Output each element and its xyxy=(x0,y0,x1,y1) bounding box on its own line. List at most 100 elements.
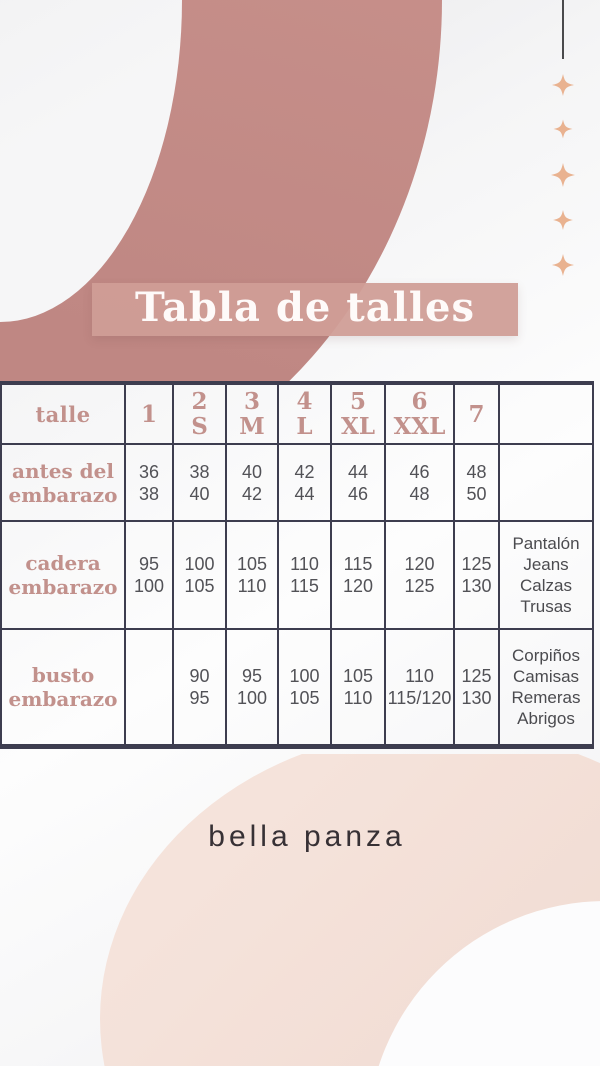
cell-line: Trusas xyxy=(520,597,572,616)
size-value-cell: 40 42 xyxy=(225,443,279,522)
size-number: 7 xyxy=(468,400,485,428)
size-value-cell: 38 40 xyxy=(172,443,227,522)
cell-line: 42 xyxy=(241,483,263,504)
cell-line: 40 xyxy=(241,461,263,482)
page-title: Tabla de talles xyxy=(135,283,475,331)
size-value-cell: 95 100 xyxy=(124,520,174,630)
row-label: cadera embarazo xyxy=(0,520,126,630)
cell-line: 115 xyxy=(343,554,373,574)
cell-line: 100 xyxy=(236,687,268,708)
size-number: 2 xyxy=(191,388,208,415)
row-label: busto embarazo xyxy=(0,628,126,749)
cell-line: 120 xyxy=(404,554,435,574)
cell-line: 105 xyxy=(236,554,268,574)
cell-line: 110 xyxy=(290,554,319,574)
cell-line: 115 xyxy=(290,576,319,596)
cell-line: Pantalón xyxy=(512,534,580,553)
size-value-cell: 100 105 xyxy=(172,520,227,630)
cell-line: 130 xyxy=(461,576,492,596)
cell-line: 38 xyxy=(138,483,160,504)
table-row: cadera embarazo 95 100 100 105 105 110 110 115 115… xyxy=(0,520,594,630)
size-value-cell: 95 100 xyxy=(225,628,279,749)
products-cell: Corpiños Camisas Remeras Abrigos xyxy=(498,628,594,749)
row-label: antes del embarazo xyxy=(0,443,126,522)
sparkle-icon xyxy=(553,210,573,230)
cell-line: 105 xyxy=(342,665,374,686)
size-value-cell: 125 130 xyxy=(453,628,500,749)
cell-line: 42 xyxy=(294,461,315,482)
cell-line: 115/120 xyxy=(387,687,452,708)
table-row: busto embarazo 90 95 95 100 100 105 105 110 110 115… xyxy=(0,628,594,749)
cell-line: 95 xyxy=(138,554,160,574)
size-value-cell: 48 50 xyxy=(453,443,500,522)
sparkle-icon xyxy=(553,119,573,139)
size-number: 5 xyxy=(349,388,366,415)
cell-line: embarazo xyxy=(8,686,118,711)
cell-line: Calzas xyxy=(520,576,572,595)
size-value-cell: 100 105 xyxy=(277,628,332,749)
cell-line: busto xyxy=(31,662,95,687)
cell-line: 95 xyxy=(189,687,210,708)
brand-logo: bella panza xyxy=(208,820,406,853)
cell-line: 100 xyxy=(184,554,215,574)
size-value-cell: 110 115/120 xyxy=(384,628,455,749)
sparkle-icon xyxy=(551,163,575,187)
cell-line: 125 xyxy=(461,665,492,686)
size-column-header-1: 1 xyxy=(124,381,174,445)
cell-line: 125 xyxy=(404,576,435,596)
size-column-header-7: 7 xyxy=(453,381,500,445)
products-header-cell xyxy=(498,381,594,445)
size-number: 6 xyxy=(411,388,428,415)
cell-line: 110 xyxy=(343,687,373,708)
cell-line: 46 xyxy=(347,483,369,504)
cell-line: 110 xyxy=(405,665,434,686)
cell-line: 38 xyxy=(189,461,210,482)
cell-line: Abrigos xyxy=(517,708,575,728)
size-letter: XXL xyxy=(393,413,446,440)
cell-line: 110 xyxy=(237,576,267,596)
title-banner: Tabla de talles xyxy=(92,283,518,336)
cell-line: 44 xyxy=(347,461,369,482)
cell-line: 90 xyxy=(189,665,210,686)
cell-line: 100 xyxy=(289,665,320,686)
sparkle-icon xyxy=(552,74,574,96)
size-value-cell: 125 130 xyxy=(453,520,500,630)
products-cell: Pantalón Jeans Calzas Trusas xyxy=(498,520,594,630)
cell-line: 50 xyxy=(466,483,487,504)
cell-line: Corpiños xyxy=(511,645,581,665)
cell-line: Jeans xyxy=(523,555,569,574)
size-column-header-6: 6 XXL xyxy=(384,381,455,445)
cell-line: 120 xyxy=(342,576,374,596)
size-value-cell: 110 115 xyxy=(277,520,332,630)
size-number: 4 xyxy=(296,388,313,415)
size-value-cell: 105 110 xyxy=(330,628,386,749)
products-cell xyxy=(498,443,594,522)
cell-line: 36 xyxy=(138,461,160,482)
size-letter: S xyxy=(191,413,208,440)
size-letter: L xyxy=(296,413,313,440)
sparkle-icon xyxy=(552,254,574,276)
cell-line: Remeras xyxy=(511,687,581,707)
cell-line: 44 xyxy=(294,483,315,504)
cell-line: antes del xyxy=(12,458,114,483)
size-value-cell: 42 44 xyxy=(277,443,332,522)
size-value-cell: 120 125 xyxy=(384,520,455,630)
table-header-row: talle 1 2 S 3 M 4 L 5 XL 6 XXL 7 xyxy=(0,381,594,445)
size-letter: M xyxy=(239,413,265,440)
cell-line: Camisas xyxy=(512,666,580,686)
cell-line: 48 xyxy=(409,483,430,504)
size-value-cell xyxy=(124,628,174,749)
corner-talle-label: talle xyxy=(0,381,126,445)
cell-line: 46 xyxy=(409,461,430,482)
size-value-cell: 105 110 xyxy=(225,520,279,630)
size-value-cell: 36 38 xyxy=(124,443,174,522)
size-value-cell: 44 46 xyxy=(330,443,386,522)
cell-line: 40 xyxy=(189,483,210,504)
cell-line: 48 xyxy=(466,461,487,482)
size-value-cell: 115 120 xyxy=(330,520,386,630)
cell-line: embarazo xyxy=(8,482,118,507)
